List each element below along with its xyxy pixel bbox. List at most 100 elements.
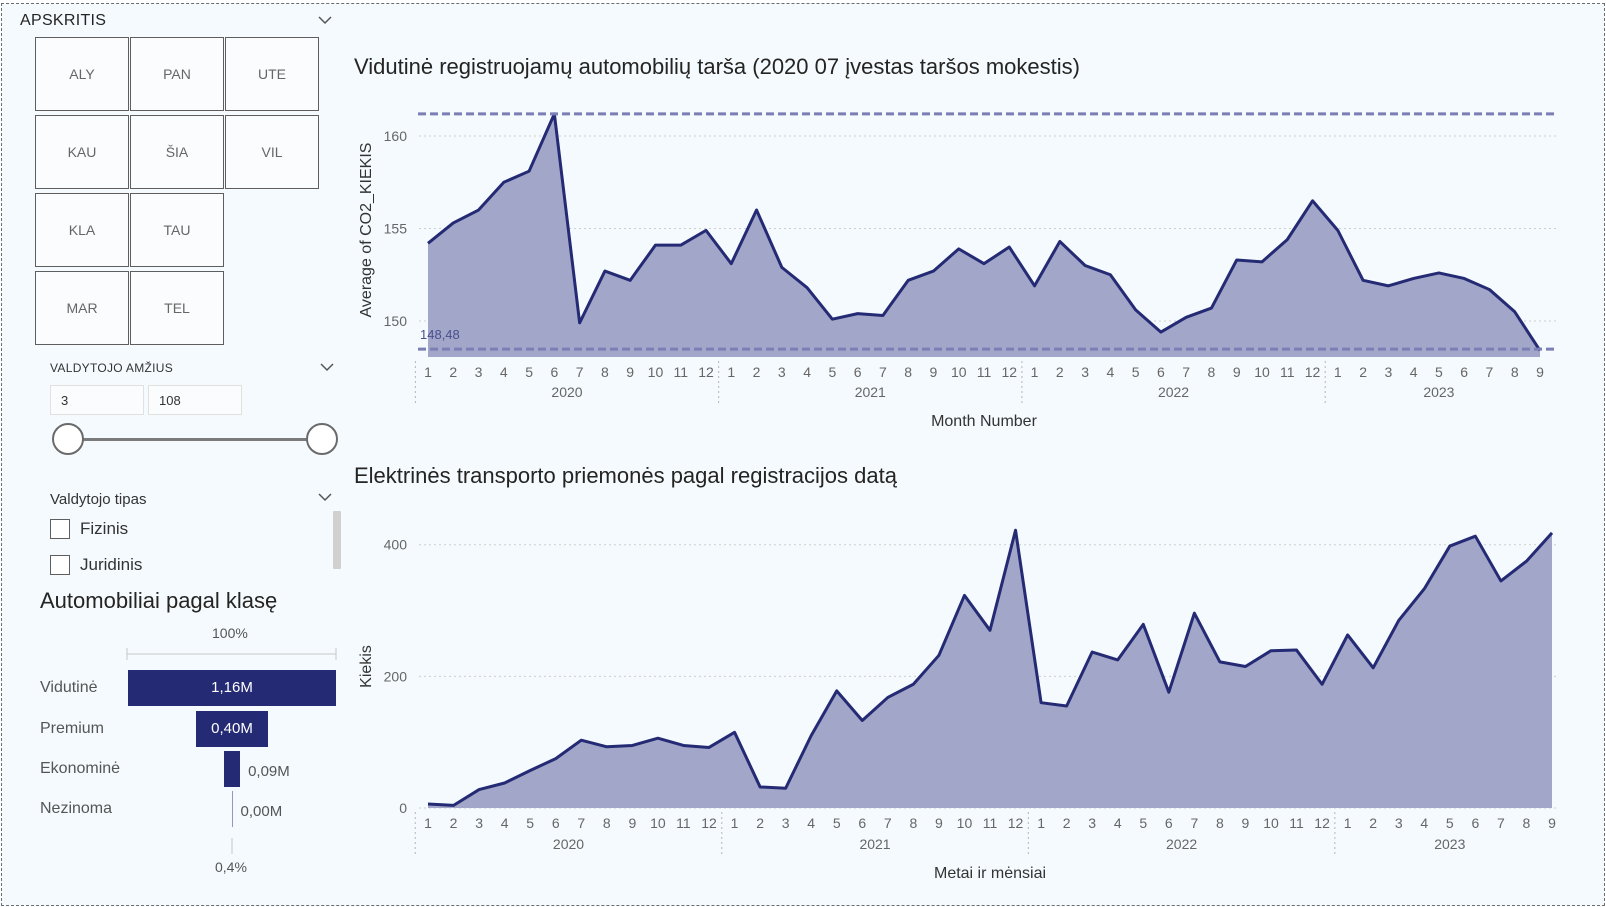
x-tick-label: 9 [626, 364, 634, 380]
x-tick-label: 5 [526, 815, 534, 831]
x-tick-label: 7 [1497, 815, 1505, 831]
x-tick-label: 1 [424, 815, 432, 831]
apskritis-tile[interactable]: KLA [35, 193, 129, 267]
chevron-down-icon[interactable] [318, 492, 332, 502]
age-min-input[interactable]: 3 [50, 385, 144, 415]
funnel-bar[interactable] [196, 711, 268, 747]
x-tick-label: 8 [904, 364, 912, 380]
funnel-top-marker [126, 648, 337, 660]
x-tick-label: 11 [983, 815, 998, 831]
x-tick-label: 2 [1359, 364, 1367, 380]
x-tick-label: 9 [1548, 815, 1556, 831]
funnel-title: Automobiliai pagal klasę [40, 588, 278, 613]
x-tick-label: 6 [552, 815, 560, 831]
checkbox[interactable] [50, 555, 70, 575]
x-tick-label: 8 [1208, 364, 1216, 380]
x-tick-label: 4 [1410, 364, 1418, 380]
x-tick-label: 5 [833, 815, 841, 831]
x-tick-label: 1 [731, 815, 739, 831]
series-line [427, 528, 1554, 807]
x-tick-label: 7 [1182, 364, 1190, 380]
year-label: 2020 [551, 384, 582, 400]
age-max-input[interactable]: 108 [148, 385, 242, 415]
funnel-value-label: 0,40M [211, 720, 253, 737]
x-tick-label: 6 [1471, 815, 1479, 831]
funnel-value-label: 0,00M [240, 803, 283, 820]
x-tick-label: 4 [1106, 364, 1114, 380]
x-tick-label: 11 [977, 364, 992, 380]
x-tick-label: 4 [1114, 815, 1122, 831]
funnel-bottom-pct: 0,4% [215, 859, 247, 875]
x-tick-label: 8 [1523, 815, 1531, 831]
report-canvas: APSKRITIS ALY PAN UTE KAU ŠIA VIL KLA TAU MAR TEL… [1, 3, 1605, 906]
x-tick-label: 9 [930, 364, 938, 380]
funnel-bar[interactable] [128, 670, 336, 706]
age-slider-min-handle[interactable] [52, 423, 84, 455]
x-tick-label: 7 [879, 364, 887, 380]
x-tick-label: 6 [1460, 364, 1468, 380]
x-tick-label: 5 [1435, 364, 1443, 380]
x-tick-label: 10 [1254, 364, 1270, 380]
y-tick-label: 150 [384, 313, 408, 329]
x-tick-label: 6 [854, 364, 862, 380]
area-fill [428, 530, 1552, 808]
x-tick-label: 10 [957, 815, 973, 831]
x-tick-label: 12 [1001, 364, 1017, 380]
x-tick-label: 11 [1280, 364, 1295, 380]
y-tick-label: 400 [384, 537, 408, 553]
x-tick-label: 9 [1536, 364, 1544, 380]
checkbox[interactable] [50, 519, 70, 539]
x-axis-title: Metai ir mėnsiai [934, 865, 1046, 882]
ev-chart-title: Elektrinės transporto priemonės pagal re… [354, 463, 897, 488]
x-tick-label: 8 [1216, 815, 1224, 831]
chevron-down-icon[interactable] [320, 362, 334, 372]
apskritis-tile[interactable]: TEL [130, 271, 224, 345]
area-fill [428, 113, 1540, 357]
x-tick-label: 4 [803, 364, 811, 380]
year-label: 2022 [1158, 384, 1189, 400]
apskritis-tile[interactable]: VIL [225, 115, 319, 189]
tipas-scrollbar[interactable] [333, 511, 341, 569]
x-tick-label: 10 [648, 364, 664, 380]
x-tick-label: 7 [577, 815, 585, 831]
x-axis-title: Month Number [931, 413, 1037, 430]
x-tick-label: 3 [475, 364, 483, 380]
x-tick-label: 5 [828, 364, 836, 380]
series-line [427, 112, 1542, 352]
option-fizinis[interactable]: Fizinis [50, 519, 128, 539]
valdytojo-tipas-title: Valdytojo tipas [50, 491, 147, 508]
x-tick-label: 7 [1486, 364, 1494, 380]
apskritis-tile[interactable]: TAU [130, 193, 224, 267]
x-tick-label: 12 [1008, 815, 1024, 831]
min-reference-label: 148,48 [420, 327, 460, 342]
option-juridinis[interactable]: Juridinis [50, 555, 142, 575]
x-tick-label: 4 [500, 364, 508, 380]
x-tick-label: 3 [1088, 815, 1096, 831]
funnel-category-label: Vidutinė [40, 679, 98, 696]
apskritis-tile[interactable]: UTE [225, 37, 319, 111]
apskritis-tile[interactable]: KAU [35, 115, 129, 189]
funnel-bottom-marker [231, 838, 233, 854]
apskritis-tile[interactable]: ALY [35, 37, 129, 111]
funnel-bar[interactable] [231, 791, 233, 827]
apskritis-tile[interactable]: MAR [35, 271, 129, 345]
funnel-category-label: Nezinoma [40, 800, 113, 817]
y-axis-title: Average of CO2_KIEKIS [358, 143, 375, 318]
age-slider-max-handle[interactable] [306, 423, 338, 455]
apskritis-tile[interactable]: ŠIA [130, 115, 224, 189]
x-tick-label: 6 [1165, 815, 1173, 831]
x-tick-label: 1 [727, 364, 735, 380]
option-label: Juridinis [80, 555, 143, 574]
age-slider-track[interactable] [68, 438, 322, 441]
x-tick-label: 2 [450, 815, 458, 831]
x-tick-label: 2 [1369, 815, 1377, 831]
apskritis-tile[interactable]: PAN [130, 37, 224, 111]
x-tick-label: 9 [935, 815, 943, 831]
x-tick-label: 1 [424, 364, 432, 380]
x-tick-label: 6 [1157, 364, 1165, 380]
chevron-down-icon[interactable] [318, 15, 332, 25]
funnel-bar[interactable] [223, 751, 241, 787]
x-tick-label: 8 [603, 815, 611, 831]
